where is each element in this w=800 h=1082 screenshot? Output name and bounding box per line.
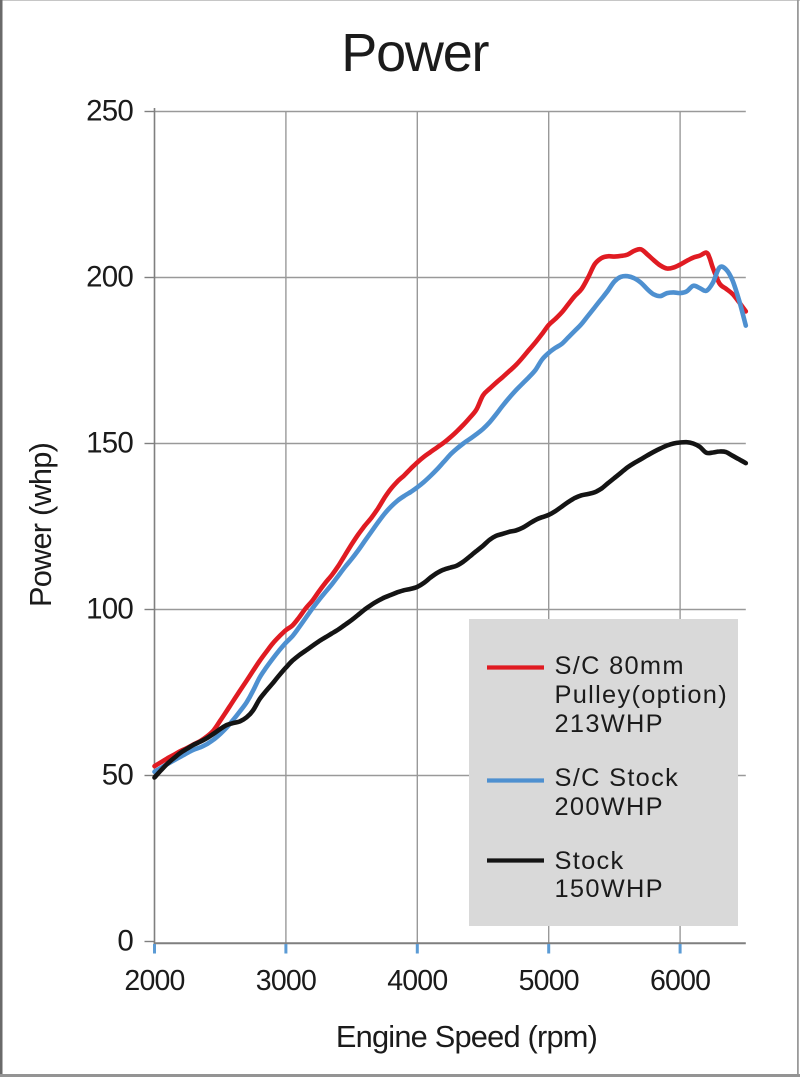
svg-text:5000: 5000 [519,965,579,997]
svg-text:150WHP: 150WHP [555,875,664,903]
svg-text:Engine Speed (rpm): Engine Speed (rpm) [336,1019,597,1054]
svg-text:Power (whp): Power (whp) [23,443,58,607]
svg-text:200: 200 [86,261,133,294]
svg-text:2000: 2000 [124,965,184,997]
svg-text:213WHP: 213WHP [555,710,664,738]
svg-text:S/C 80mm: S/C 80mm [555,652,685,680]
svg-text:150: 150 [86,427,133,460]
svg-text:50: 50 [102,759,134,792]
svg-text:0: 0 [117,925,133,958]
svg-text:250: 250 [86,95,133,128]
svg-text:100: 100 [86,593,133,626]
svg-text:S/C Stock: S/C Stock [555,764,680,792]
svg-text:Pulley(option): Pulley(option) [555,681,728,709]
svg-text:4000: 4000 [387,965,447,997]
svg-text:Power: Power [341,23,489,83]
svg-text:3000: 3000 [256,965,316,997]
svg-text:200WHP: 200WHP [555,793,664,821]
svg-text:Stock: Stock [555,847,625,875]
svg-text:6000: 6000 [650,965,710,997]
